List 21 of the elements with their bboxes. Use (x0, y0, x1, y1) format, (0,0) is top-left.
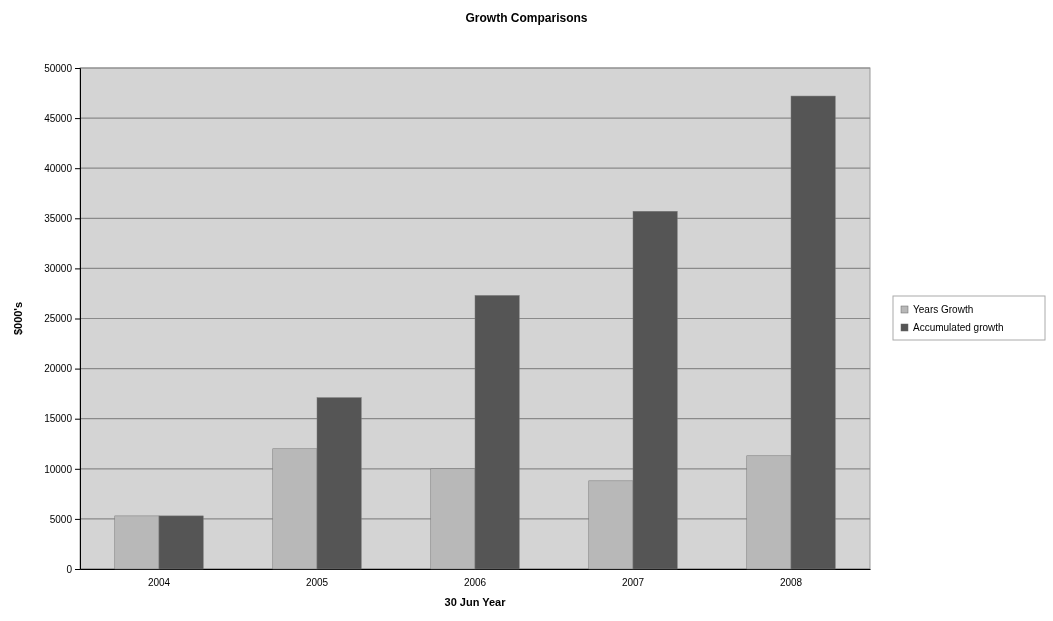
y-axis-title: $000's (12, 301, 24, 336)
x-tick-label: 2007 (621, 577, 645, 589)
x-tick-label: 2006 (463, 577, 487, 589)
x-tick-label: 2004 (147, 577, 171, 589)
y-tick-label: 15000 (44, 413, 73, 425)
y-tick-label: 5000 (49, 513, 73, 525)
chart-title: Growth Comparisons (465, 11, 588, 25)
legend-label: Accumulated growth (913, 322, 1004, 333)
y-tick-label: 40000 (44, 162, 73, 174)
y-tick-label: 50000 (44, 62, 73, 74)
y-tick-label: 35000 (44, 213, 73, 224)
y-tick-label: 30000 (44, 263, 73, 275)
y-tick-label: 10000 (44, 463, 73, 475)
y-tick-label: 45000 (44, 112, 73, 124)
y-tick-label: 0 (66, 563, 73, 575)
legend-label: Years Growth (913, 304, 974, 315)
y-tick-label: 25000 (44, 313, 73, 325)
x-tick-label: 2005 (305, 577, 329, 589)
x-tick-label: 2008 (779, 577, 803, 589)
x-axis-title: 30 Jun Year (444, 596, 507, 608)
y-tick-label: 20000 (44, 363, 73, 375)
